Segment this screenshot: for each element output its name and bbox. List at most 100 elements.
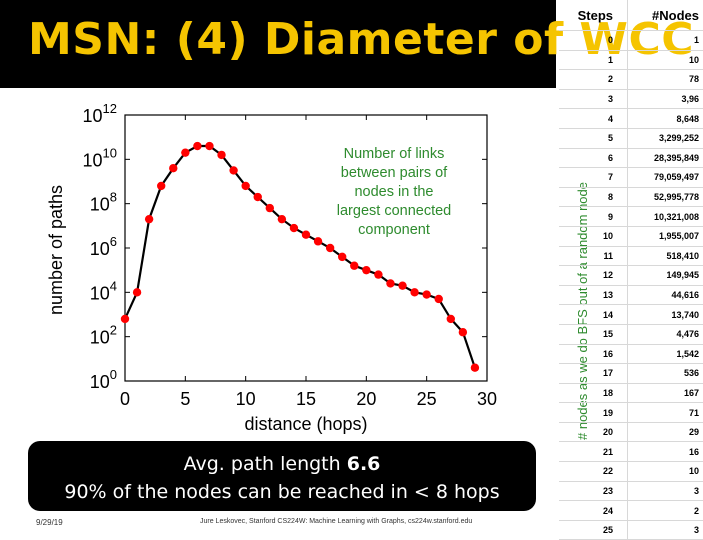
node-count-cell: 44,616 (628, 285, 703, 305)
annotation-line: Number of links (344, 146, 445, 162)
step-cell: 10 (559, 226, 628, 246)
step-cell: 3 (559, 89, 628, 109)
node-count-cell: 52,995,778 (628, 187, 703, 207)
avg-path-length-label: Avg. path length (184, 453, 347, 475)
data-point (422, 290, 430, 298)
avg-path-length-value: 6.6 (347, 453, 381, 475)
data-point (241, 182, 249, 190)
y-tick-label: 102 (90, 323, 117, 348)
y-tick-label: 100 (90, 367, 117, 392)
data-point (133, 288, 141, 296)
node-count-cell: 16 (628, 442, 703, 462)
y-tick-base: 10 (90, 195, 110, 215)
node-count-cell: 1,542 (628, 344, 703, 364)
node-count-cell: 167 (628, 383, 703, 403)
step-cell: 20 (559, 422, 628, 442)
data-point (410, 288, 418, 296)
data-point (181, 148, 189, 156)
node-count-cell: 29 (628, 422, 703, 442)
data-point (302, 231, 310, 239)
y-tick-exponent: 6 (110, 234, 117, 249)
step-cell: 14 (559, 305, 628, 325)
y-tick-label: 108 (90, 190, 117, 215)
y-tick-base: 10 (90, 283, 110, 303)
data-point (398, 281, 406, 289)
data-point (193, 142, 201, 150)
step-cell: 11 (559, 246, 628, 266)
data-point (217, 151, 225, 159)
annotation-line: between pairs of (341, 165, 448, 181)
footer-credit: Jure Leskovec, Stanford CS224W: Machine … (200, 518, 472, 525)
data-point (435, 295, 443, 303)
reach-line: 90% of the nodes can be reached in < 8 h… (28, 481, 536, 503)
node-count-cell: 71 (628, 403, 703, 423)
node-count-cell: 1,955,007 (628, 226, 703, 246)
step-cell: 4 (559, 109, 628, 129)
step-cell: 19 (559, 403, 628, 423)
node-count-cell: 3 (628, 481, 703, 501)
step-cell: 9 (559, 207, 628, 227)
annotation-line: nodes in the (354, 184, 433, 200)
data-point (386, 279, 394, 287)
header-nodes: #Nodes (628, 0, 703, 31)
node-count-cell: 149,945 (628, 266, 703, 286)
x-tick-label: 15 (296, 389, 316, 409)
step-cell: 16 (559, 344, 628, 364)
title-bar: MSN: (4) Diameter of WCC (0, 0, 556, 88)
node-count-cell: 10 (628, 50, 703, 70)
node-count-cell: 536 (628, 364, 703, 384)
step-cell: 23 (559, 481, 628, 501)
y-tick-label: 106 (90, 234, 117, 259)
x-tick-label: 20 (356, 389, 376, 409)
step-cell: 7 (559, 168, 628, 188)
node-count-cell: 79,059,497 (628, 168, 703, 188)
chart-annotation: Number of links between pairs of nodes in … (337, 146, 451, 238)
node-count-cell: 3,96 (628, 89, 703, 109)
node-count-cell: 10,321,008 (628, 207, 703, 227)
data-point (374, 270, 382, 278)
step-cell: 1 (559, 50, 628, 70)
data-point (278, 215, 286, 223)
x-tick-label: 5 (180, 389, 190, 409)
data-point (157, 182, 165, 190)
data-point (266, 204, 274, 212)
y-tick-exponent: 0 (110, 367, 117, 382)
x-tick-label: 30 (477, 389, 497, 409)
node-count-cell: 3,299,252 (628, 128, 703, 148)
node-count-cell: 13,740 (628, 305, 703, 325)
node-count-cell: 10 (628, 462, 703, 482)
step-cell: 13 (559, 285, 628, 305)
data-point (205, 142, 213, 150)
table-header-row: Steps #Nodes (559, 0, 703, 31)
y-tick-exponent: 4 (110, 278, 117, 293)
data-point (145, 215, 153, 223)
step-cell: 25 (559, 520, 628, 540)
step-cell: 0 (559, 31, 628, 51)
y-tick-exponent: 10 (103, 145, 117, 160)
data-point (254, 193, 262, 201)
x-tick-label: 25 (417, 389, 437, 409)
step-cell: 18 (559, 383, 628, 403)
